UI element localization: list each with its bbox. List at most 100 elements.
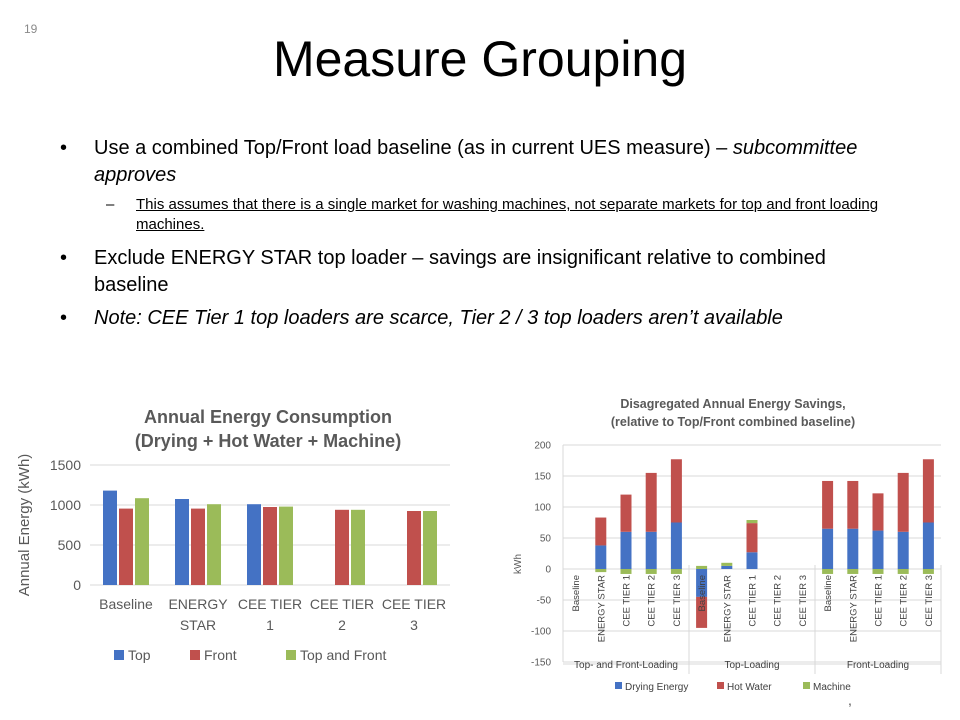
bar-segment — [670, 569, 682, 574]
bar-segment — [696, 565, 708, 569]
footnote-mark: , — [848, 692, 852, 708]
bar — [423, 511, 437, 585]
x-tick-label: ENERGY STAR — [596, 575, 607, 642]
legend-label: Front — [204, 647, 237, 663]
bar — [207, 504, 221, 585]
disaggregated-energy-savings-chart: Disagregated Annual Energy Savings, (rel… — [513, 397, 942, 693]
x-tick-label: CEE TIER — [310, 596, 374, 612]
chart-title-line1: Annual Energy Consumption — [144, 407, 392, 427]
x-tick-label: CEE TIER 3 — [798, 575, 809, 627]
bar — [247, 504, 261, 585]
y-tick-label: 150 — [534, 472, 551, 483]
bar-segment — [922, 569, 934, 574]
bar — [103, 490, 117, 585]
bar-segment — [847, 569, 859, 574]
legend-label: Hot Water — [727, 682, 772, 693]
bullet-italic-text: subcommittee approves — [94, 137, 858, 186]
bar-segment — [746, 520, 758, 524]
legend-swatch — [803, 682, 810, 689]
x-tick-label: ENERGY — [168, 596, 228, 612]
bar — [351, 509, 365, 585]
x-tick-label: CEE TIER 1 — [748, 575, 759, 627]
slide-number: 19 — [24, 22, 38, 36]
x-tick-label: CEE TIER 1 — [622, 575, 633, 627]
sub-bullet-text: This assumes that there is a single mark… — [136, 196, 879, 233]
y-tick-label: 50 — [540, 534, 552, 545]
bullet-note: • Note: CEE Tier 1 top loaders are scarc… — [60, 305, 900, 332]
legend-swatch — [190, 650, 200, 660]
x-tick-label: CEE TIER 3 — [672, 575, 683, 627]
chart-title-line2: (Drying + Hot Water + Machine) — [135, 431, 401, 451]
bar-segment — [847, 528, 859, 569]
bullet-italic-text: Note: CEE Tier 1 top loaders are scarce,… — [94, 307, 783, 329]
y-tick-label: 200 — [534, 441, 551, 452]
bullet-list: • Use a combined Top/Front load baseline… — [60, 135, 900, 338]
bullet-text: Use a combined Top/Front load baseline (… — [94, 137, 733, 159]
bar-segment — [872, 569, 884, 574]
bar-segment — [620, 494, 632, 532]
bullet-baseline: • Use a combined Top/Front load baseline… — [60, 135, 900, 189]
group-label: Front-Loading — [847, 660, 909, 671]
bar-segment — [746, 523, 758, 553]
bar-segment — [670, 459, 682, 523]
bar-segment — [897, 569, 909, 574]
bar — [263, 507, 277, 585]
bar-segment — [696, 596, 708, 628]
bullet-exclude: • Exclude ENERGY STAR top loader – savin… — [60, 245, 900, 299]
bar-segment — [645, 472, 657, 532]
bar-segment — [872, 530, 884, 569]
x-tick-label: ENERGY STAR — [722, 575, 733, 642]
y-tick-label: 1000 — [50, 497, 81, 513]
bullet-icon: • — [60, 307, 68, 329]
legend-swatch — [114, 650, 124, 660]
x-tick-label: Baseline — [823, 575, 834, 611]
x-tick-label: CEE TIER 3 — [924, 575, 935, 627]
bar-segment — [595, 569, 607, 573]
group-label: Top- and Front-Loading — [574, 660, 678, 671]
bar — [335, 509, 349, 585]
y-tick-label: -100 — [531, 627, 551, 638]
x-tick-label: 1 — [266, 617, 274, 633]
legend-swatch — [717, 682, 724, 689]
legend-label: Top — [128, 647, 151, 663]
annual-energy-consumption-chart: Annual Energy Consumption (Drying + Hot … — [16, 407, 450, 663]
x-tick-label: STAR — [180, 617, 216, 633]
bar-segment — [822, 480, 834, 529]
legend-label: Top and Front — [300, 647, 386, 663]
x-tick-label: CEE TIER 2 — [899, 575, 910, 627]
x-tick-label: Baseline — [571, 575, 582, 611]
dash-icon: – — [106, 196, 115, 213]
bar-segment — [620, 531, 632, 569]
x-tick-label: ENERGY STAR — [848, 575, 859, 642]
chart-title-line2: (relative to Top/Front combined baseline… — [611, 415, 855, 429]
bar — [175, 499, 189, 585]
bar-segment — [822, 569, 834, 574]
group-label: Top-Loading — [724, 660, 779, 671]
bar-segment — [721, 565, 733, 569]
bar-segment — [620, 569, 632, 574]
bar-segment — [645, 569, 657, 574]
bar-segment — [595, 517, 607, 546]
chart-title-line1: Disagregated Annual Energy Savings, — [620, 397, 845, 411]
legend-swatch — [286, 650, 296, 660]
legend-label: Machine — [813, 682, 851, 693]
x-tick-label: CEE TIER 1 — [874, 575, 885, 627]
bar-segment — [595, 545, 607, 569]
y-tick-label: -50 — [537, 596, 552, 607]
y-tick-label: 0 — [73, 577, 81, 593]
bar-segment — [696, 569, 708, 597]
bullet-icon: • — [60, 247, 68, 269]
bar — [191, 508, 205, 585]
bar-segment — [872, 493, 884, 531]
bar-segment — [847, 480, 859, 529]
y-axis-label: Annual Energy (kWh) — [16, 454, 33, 597]
x-tick-label: CEE TIER — [238, 596, 302, 612]
y-tick-label: 0 — [545, 565, 551, 576]
bar — [407, 511, 421, 585]
bar-segment — [746, 552, 758, 569]
bullet-text: Exclude ENERGY STAR top loader – savings… — [94, 247, 826, 296]
x-tick-label: Baseline — [99, 596, 153, 612]
bullet-icon: • — [60, 137, 68, 159]
bar-segment — [670, 522, 682, 569]
x-tick-label: CEE TIER — [382, 596, 446, 612]
